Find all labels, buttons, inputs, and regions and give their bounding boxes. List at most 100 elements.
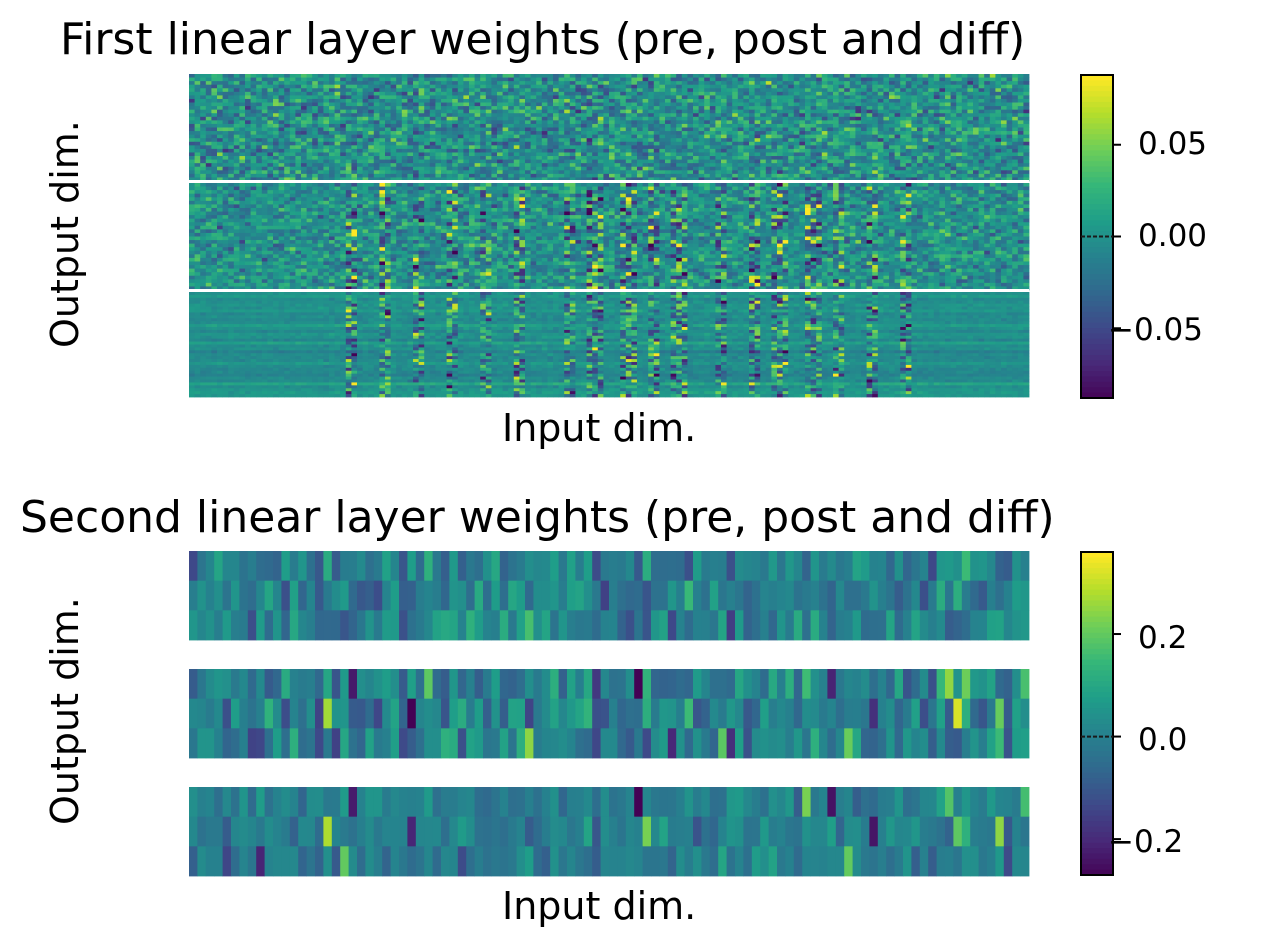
heatmap-cell — [782, 159, 789, 164]
heatmap-cell — [429, 88, 436, 93]
heatmap-cell — [205, 81, 212, 86]
heatmap-cell — [642, 159, 649, 164]
heatmap-cell — [581, 95, 587, 100]
heatmap-cell — [575, 88, 582, 93]
heatmap-cell — [805, 138, 811, 143]
heatmap-cell — [373, 109, 380, 114]
heatmap-cell — [978, 177, 985, 182]
heatmap-cell — [435, 183, 442, 187]
heatmap-cell — [441, 141, 447, 146]
heatmap-cell — [586, 113, 593, 118]
heatmap-cell — [586, 131, 593, 136]
heatmap-cell — [939, 81, 946, 86]
heatmap-cell — [1001, 156, 1007, 160]
heatmap-cell — [933, 109, 940, 114]
heatmap-cell — [687, 95, 694, 100]
heatmap-cell — [233, 91, 240, 96]
heatmap-cell — [715, 186, 722, 191]
heatmap-cell — [200, 166, 207, 171]
heatmap-cell — [933, 159, 940, 164]
heatmap-cell — [900, 88, 907, 93]
heatmap-cell — [463, 138, 470, 143]
heatmap-cell — [295, 183, 302, 187]
heatmap-cell — [709, 134, 716, 139]
heatmap-cell — [681, 190, 688, 195]
heatmap-cell — [827, 134, 834, 139]
heatmap-cell — [844, 106, 851, 111]
heatmap-cell — [821, 84, 828, 89]
heatmap-cell — [317, 102, 324, 107]
heatmap-cell — [553, 91, 559, 96]
heatmap-cell — [401, 77, 408, 82]
heatmap-cell — [973, 156, 979, 160]
heatmap-cell — [872, 91, 879, 96]
heatmap-cell — [513, 91, 520, 96]
heatmap-cell — [351, 138, 358, 143]
heatmap-cell — [463, 113, 470, 118]
heatmap-cell — [401, 123, 408, 128]
heatmap-cell — [749, 123, 755, 128]
heatmap-cell — [637, 84, 643, 89]
heatmap-cell — [469, 120, 475, 125]
heatmap-cell — [603, 116, 610, 121]
heatmap-cell — [788, 131, 795, 136]
heatmap-cell — [743, 148, 750, 153]
heatmap-cell — [469, 134, 475, 139]
heatmap-cell — [709, 163, 716, 168]
heatmap-cell — [329, 98, 335, 103]
heatmap-cell — [715, 163, 722, 168]
heatmap-cell — [838, 127, 845, 132]
heatmap-cell — [939, 106, 946, 111]
heatmap-cell — [200, 173, 207, 178]
heatmap-cell — [385, 113, 391, 118]
heatmap-cell — [737, 113, 744, 118]
heatmap-cell — [379, 113, 386, 118]
heatmap-cell — [788, 102, 795, 107]
heatmap-cell — [967, 148, 974, 153]
heatmap-cell — [810, 183, 817, 187]
heatmap-cell — [961, 138, 968, 143]
heatmap-cell — [575, 190, 582, 195]
heatmap-cell — [883, 88, 890, 93]
heatmap-cell — [289, 123, 296, 128]
heatmap-cell — [547, 120, 554, 125]
heatmap-cell — [961, 141, 968, 146]
heatmap-cell — [463, 95, 470, 100]
heatmap-cell — [883, 77, 890, 82]
heatmap-cell — [889, 74, 895, 78]
heatmap-cell — [838, 152, 845, 157]
heatmap-cell — [569, 102, 576, 107]
heatmap-cell — [418, 186, 425, 191]
heatmap-cell — [681, 148, 688, 153]
heatmap-cell — [469, 131, 475, 136]
heatmap-cell — [194, 156, 201, 160]
heatmap-cell — [513, 163, 520, 168]
heatmap-cell — [872, 81, 879, 86]
heatmap-cell — [200, 91, 207, 96]
heatmap-cell — [973, 163, 979, 168]
heatmap-cell — [480, 102, 487, 107]
heatmap-cell — [933, 166, 940, 171]
heatmap-cell — [211, 98, 218, 103]
heatmap-cell — [513, 186, 520, 191]
heatmap-cell — [961, 163, 968, 168]
heatmap-cell — [911, 134, 918, 139]
heatmap-cell — [541, 186, 548, 191]
heatmap-cell — [866, 113, 873, 118]
heatmap-cell — [301, 113, 307, 118]
heatmap-cell — [469, 183, 475, 187]
heatmap-cell — [558, 166, 565, 171]
heatmap-cell — [760, 91, 767, 96]
heatmap-cell — [407, 116, 414, 121]
heatmap-cell — [743, 77, 750, 82]
heatmap-cell — [950, 120, 957, 125]
heatmap-cell — [928, 131, 935, 136]
heatmap-cell — [373, 120, 380, 125]
heatmap-cell — [340, 190, 347, 195]
heatmap-cell — [301, 177, 307, 182]
heatmap-cell — [368, 173, 375, 178]
heatmap-cell — [861, 166, 867, 171]
heatmap-cell — [894, 123, 901, 128]
heatmap-cell — [239, 183, 246, 187]
heatmap-cell — [519, 81, 526, 86]
